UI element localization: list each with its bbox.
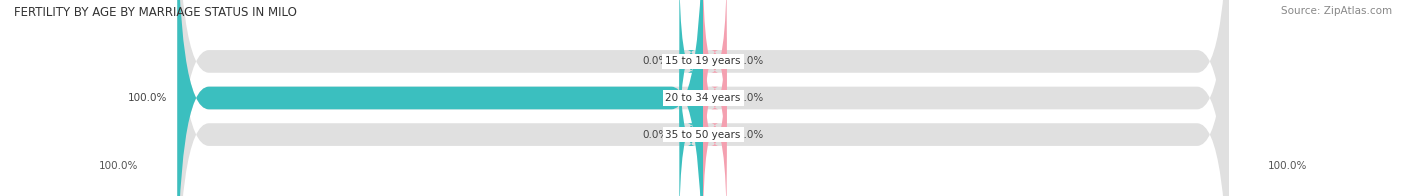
FancyBboxPatch shape (703, 0, 727, 196)
Text: 0.0%: 0.0% (737, 130, 763, 140)
FancyBboxPatch shape (703, 0, 727, 160)
Text: Source: ZipAtlas.com: Source: ZipAtlas.com (1281, 6, 1392, 16)
Text: 0.0%: 0.0% (643, 130, 669, 140)
FancyBboxPatch shape (177, 0, 1229, 196)
Text: 20 to 34 years: 20 to 34 years (665, 93, 741, 103)
Text: 0.0%: 0.0% (737, 93, 763, 103)
Text: 0.0%: 0.0% (737, 56, 763, 66)
FancyBboxPatch shape (679, 36, 703, 196)
Text: 100.0%: 100.0% (128, 93, 167, 103)
Text: 35 to 50 years: 35 to 50 years (665, 130, 741, 140)
Text: 0.0%: 0.0% (643, 56, 669, 66)
FancyBboxPatch shape (177, 0, 1229, 196)
FancyBboxPatch shape (177, 0, 1229, 196)
Text: 100.0%: 100.0% (98, 161, 138, 171)
FancyBboxPatch shape (679, 0, 703, 160)
Text: 15 to 19 years: 15 to 19 years (665, 56, 741, 66)
Text: FERTILITY BY AGE BY MARRIAGE STATUS IN MILO: FERTILITY BY AGE BY MARRIAGE STATUS IN M… (14, 6, 297, 19)
FancyBboxPatch shape (177, 0, 703, 196)
Text: 100.0%: 100.0% (1268, 161, 1308, 171)
FancyBboxPatch shape (703, 36, 727, 196)
